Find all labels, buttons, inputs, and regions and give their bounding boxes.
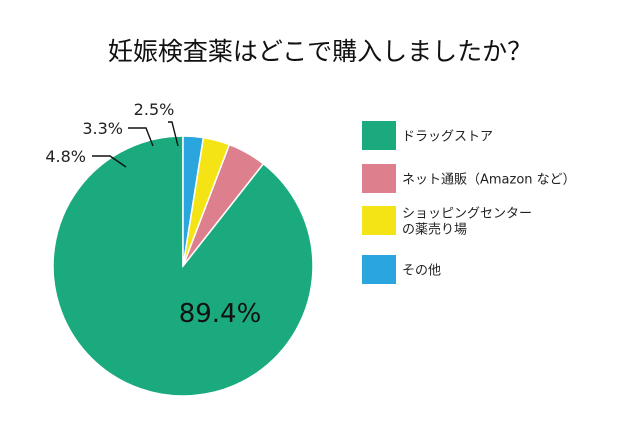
legend-swatch bbox=[362, 255, 396, 284]
slice-labels: 89.4% 4.8% 3.3% 2.5% bbox=[45, 100, 261, 329]
slice-value-label: 4.8% bbox=[45, 147, 86, 166]
slice-value-label: 2.5% bbox=[134, 100, 175, 119]
leader-line bbox=[168, 121, 179, 147]
legend-label: ショッピングセンター bbox=[402, 207, 532, 222]
legend-swatch bbox=[362, 206, 396, 235]
legend-label: ドラッグストア bbox=[402, 130, 493, 145]
chart-title: 妊娠検査薬はどこで購入しましたか？ bbox=[108, 37, 532, 66]
slice-value-label: 3.3% bbox=[82, 119, 123, 138]
pie-slices bbox=[52, 135, 314, 397]
slice-value-label: 89.4% bbox=[179, 299, 262, 329]
leader-line bbox=[128, 127, 154, 147]
legend-label: の薬売り場 bbox=[402, 222, 467, 238]
legend-swatch bbox=[362, 164, 396, 193]
legend-label: その他 bbox=[402, 264, 441, 279]
legend-swatch bbox=[362, 121, 396, 150]
pie-slice bbox=[182, 135, 205, 267]
legend-label: ネット通販（Amazon など） bbox=[402, 173, 576, 188]
leader-line bbox=[92, 155, 127, 168]
leader-lines bbox=[92, 121, 179, 168]
